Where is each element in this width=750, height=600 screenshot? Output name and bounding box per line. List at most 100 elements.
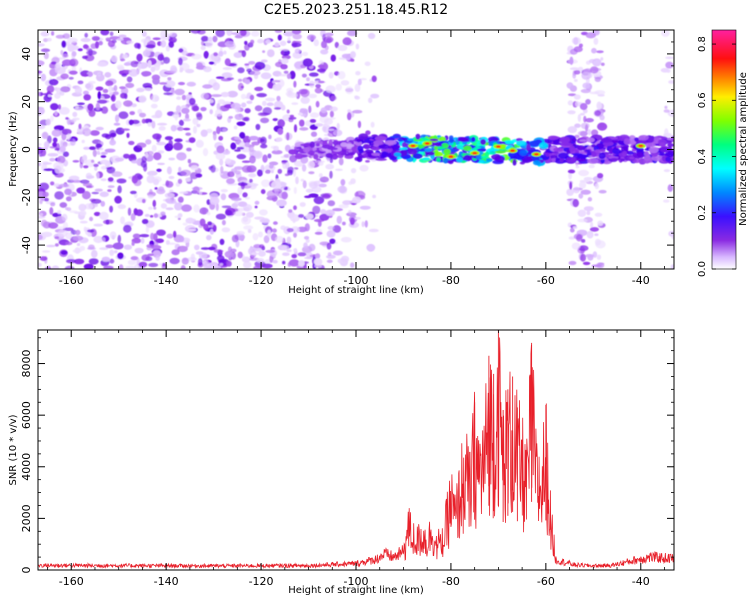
colorbar-frame	[711, 29, 737, 270]
colorbar-tick-label: 0.4	[697, 149, 708, 165]
heatmap-cell	[298, 214, 304, 218]
heatmap-cell	[284, 173, 290, 177]
heatmap-cell	[313, 258, 323, 266]
heatmap-cell	[240, 93, 247, 100]
heatmap-cell	[38, 147, 43, 155]
heatmap-cell	[103, 265, 114, 269]
heatmap-cell	[147, 253, 154, 257]
heatmap-cell	[342, 221, 346, 226]
heatmap-cell	[42, 162, 53, 165]
heatmap-cell	[574, 134, 580, 139]
heatmap-cell	[201, 40, 205, 46]
heatmap-cell	[123, 244, 132, 250]
heatmap-cell	[64, 265, 75, 269]
heatmap-cell	[667, 143, 674, 147]
heatmap-cell	[594, 90, 606, 95]
heatmap-cell	[203, 261, 213, 269]
heatmap-cell	[668, 230, 674, 237]
heatmap-cell	[93, 211, 101, 217]
heatmap-cell	[152, 37, 161, 41]
heatmap-cell	[516, 140, 527, 146]
heatmap-cell	[309, 72, 319, 77]
heatmap-cell	[650, 152, 659, 157]
heatmap-cell	[308, 93, 318, 99]
heatmap-cell	[594, 233, 599, 236]
heatmap-cell	[141, 218, 149, 225]
heatmap-cell	[415, 133, 421, 140]
heatmap-cell	[140, 237, 145, 244]
heatmap-cell	[81, 139, 85, 144]
heatmap-cell	[117, 234, 122, 244]
heatmap-cell	[658, 146, 670, 153]
heatmap-cell	[221, 205, 232, 209]
heatmap-cell	[387, 147, 393, 154]
heatmap-cell	[538, 142, 549, 150]
heatmap-cell	[354, 95, 359, 99]
heatmap-cell	[351, 146, 358, 152]
heatmap-cell	[591, 151, 597, 158]
heatmap-cell	[573, 70, 581, 75]
heatmap-cell	[158, 186, 165, 192]
heatmap-cell	[234, 136, 241, 140]
heatmap-cell	[153, 152, 162, 161]
heatmap-cell	[38, 143, 42, 146]
heatmap-cell	[83, 263, 94, 269]
heatmap-cell	[51, 129, 62, 137]
heatmap-cell	[567, 110, 576, 115]
heatmap-cell	[123, 62, 131, 66]
heatmap-cell	[150, 232, 155, 241]
heatmap-cell	[38, 43, 45, 47]
heatmap-cell	[233, 125, 238, 130]
heatmap-cell	[532, 160, 541, 166]
heatmap-cell	[107, 177, 114, 182]
heatmap-cell	[210, 164, 216, 173]
heatmap-cell	[170, 124, 177, 132]
heatmap-cell	[330, 54, 336, 62]
heatmap-cell	[323, 123, 328, 127]
heatmap-cell	[74, 86, 82, 95]
heatmap-cell	[96, 150, 100, 155]
heatmap-cell	[151, 144, 157, 152]
heatmap-cell	[208, 99, 214, 103]
heatmap-cell	[347, 30, 358, 37]
heatmap-cell	[276, 199, 287, 207]
heatmap-cell	[291, 254, 298, 259]
heatmap-cell	[244, 79, 251, 85]
heatmap-cell	[130, 119, 140, 125]
heatmap-cell	[600, 62, 605, 66]
heatmap-cell	[559, 136, 571, 144]
heatmap-cell	[178, 57, 183, 66]
heatmap-cell	[137, 62, 142, 71]
heatmap-cell	[494, 150, 506, 154]
heatmap-cell	[192, 117, 199, 125]
heatmap-cell	[236, 153, 247, 160]
heatmap-cell	[94, 188, 103, 192]
heatmap-cell	[577, 66, 584, 72]
heatmap-cell	[312, 205, 321, 215]
heatmap-cell	[180, 265, 186, 269]
heatmap-cell	[38, 234, 43, 241]
heatmap-cell	[282, 252, 290, 256]
heatmap-cell	[146, 244, 155, 248]
heatmap-cell	[67, 37, 78, 44]
heatmap-cell	[295, 91, 301, 100]
heatmap-cell	[131, 175, 138, 184]
heatmap-cell	[226, 77, 234, 80]
heatmap-cell	[587, 158, 599, 164]
heatmap-cell	[135, 209, 144, 217]
heatmap-cell	[583, 206, 594, 212]
heatmap-cell	[348, 210, 352, 215]
heatmap-cell	[237, 251, 243, 259]
heatmap-cell	[314, 87, 323, 94]
heatmap-cell	[230, 102, 241, 110]
heatmap-cell	[132, 233, 141, 239]
heatmap-cell	[567, 169, 576, 174]
spectrogram-panel: -160 -140 -120 -100 -80 -60 -40 -40 -20 0 20 40 He…	[8, 29, 675, 296]
heatmap-cell	[57, 104, 62, 110]
heatmap-cell	[91, 191, 100, 195]
heatmap-cell	[329, 106, 338, 112]
heatmap-cell	[46, 37, 52, 42]
heatmap-cell	[100, 165, 107, 170]
heatmap-cell	[593, 37, 599, 45]
heatmap-cell	[144, 118, 153, 124]
